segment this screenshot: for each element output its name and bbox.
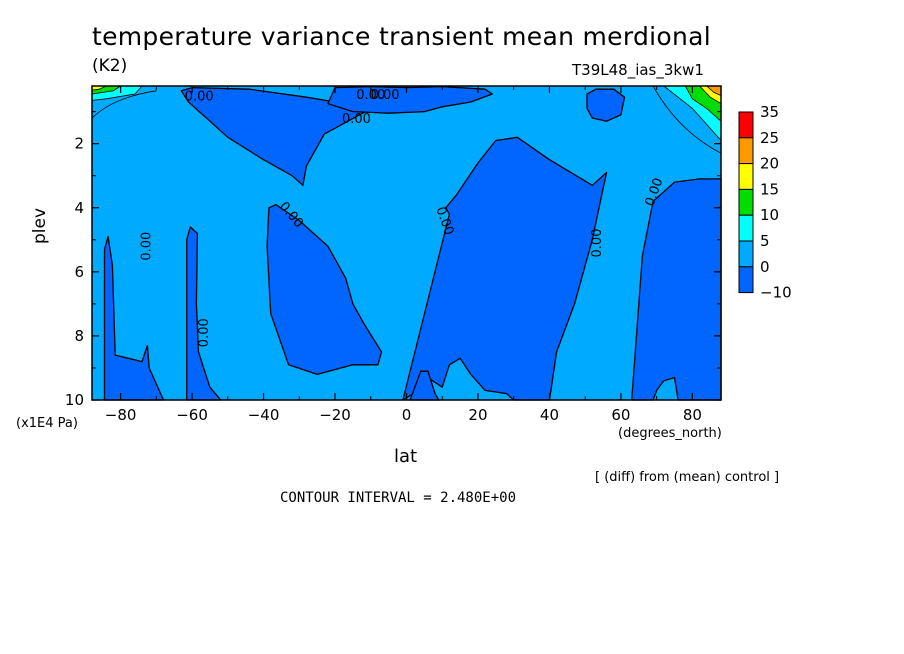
negative-region-nh-upper-lobe <box>586 88 626 122</box>
nh-corner-contour <box>652 85 722 154</box>
contour-label: 0.00 <box>356 88 385 103</box>
colorbar-label: 0 <box>760 258 770 276</box>
colorbar-swatch <box>738 214 754 242</box>
colorbar-label: 20 <box>760 155 779 173</box>
axes: −80 −60 −40 −20 0 20 40 60 80 2 4 6 8 10 <box>65 85 722 424</box>
colorbar-label: 25 <box>760 129 779 147</box>
contour-interval: CONTOUR INTERVAL = 2.480E+00 <box>280 490 517 506</box>
contour-label: 0.00 <box>140 232 155 261</box>
negative-region-nh-central-column <box>402 136 608 401</box>
negative-region-sh-polar-column <box>103 235 165 401</box>
colorbar-swatch <box>738 240 754 268</box>
colorbar-label: −10 <box>760 284 792 302</box>
contour-label: 0.00 <box>371 88 400 103</box>
diff-note: [ (diff) from (mean) control ] <box>595 470 780 485</box>
contour-label: 0.00 <box>185 90 214 105</box>
contour-label: 0.00 <box>342 112 371 127</box>
x-tick-label: 80 <box>683 406 702 424</box>
contour-label: 0.00 <box>590 229 605 258</box>
x-tick-label: −40 <box>248 406 280 424</box>
contour-label: 0.00 <box>197 318 212 347</box>
y-tick-label: 4 <box>74 199 84 217</box>
y-tick-label: 6 <box>74 263 84 281</box>
negative-region-sh-mid-column <box>186 226 222 401</box>
colorbar-swatch <box>738 111 754 139</box>
x-tick-label: 40 <box>540 406 559 424</box>
colorbar-swatch <box>738 137 754 165</box>
y-tick-label: 8 <box>74 327 84 345</box>
run-label: T39L48_ias_3kw1 <box>572 61 704 79</box>
colorbar-label: 35 <box>760 103 779 121</box>
negative-region-sh-upper-tongue <box>180 86 375 186</box>
x-tick-label: 60 <box>611 406 630 424</box>
colorbar-label: 5 <box>760 232 770 250</box>
colorbar-swatch <box>738 163 754 190</box>
y-axis-units: (x1E4 Pa) <box>16 416 78 431</box>
colorbar-label: 10 <box>760 206 779 224</box>
colorbar-swatch <box>738 188 754 216</box>
x-tick-label: 20 <box>468 406 487 424</box>
negative-region-sh-lower-block <box>266 203 383 376</box>
x-tick-label: −20 <box>319 406 351 424</box>
colorbar-swatch <box>738 266 754 294</box>
sh-corner-contour <box>91 90 157 119</box>
colorbar-label: 15 <box>760 180 779 198</box>
plot-area: 0.00 0.000.000.000.000.000.000.000.000.00 <box>91 85 722 401</box>
x-tick-label: −60 <box>176 406 208 424</box>
y-tick-label: 10 <box>65 391 84 409</box>
colorbar: 35 25 20 15 10 5 0 −10 <box>738 103 792 302</box>
x-axis-units: (degrees_north) <box>618 426 722 441</box>
x-tick-label: −80 <box>105 406 137 424</box>
chart-units: (K2) <box>92 56 128 76</box>
x-axis-label: lat <box>394 446 418 467</box>
y-tick-label: 2 <box>74 135 84 153</box>
chart-title: temperature variance transient mean merd… <box>92 22 711 51</box>
x-tick-label: 0 <box>402 406 412 424</box>
